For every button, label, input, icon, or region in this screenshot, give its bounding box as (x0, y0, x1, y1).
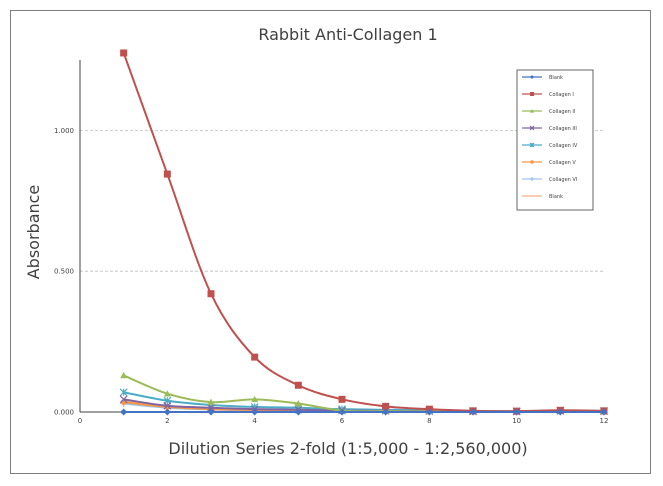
series-1 (120, 408, 608, 416)
legend-label: Collagen I (549, 92, 574, 98)
data-point (163, 401, 172, 410)
legend-label: Collagen IV (549, 143, 578, 149)
chart-title: Rabbit Anti-Collagen 1 (258, 25, 437, 44)
x-tick-label: 10 (512, 417, 521, 425)
data-point (163, 170, 171, 178)
legend-label: Blank (549, 194, 563, 200)
data-point (120, 408, 128, 416)
data-point (207, 290, 215, 298)
data-point (425, 408, 433, 416)
data-point (294, 408, 302, 416)
data-point (530, 177, 534, 181)
data-point (530, 92, 534, 96)
data-point (382, 408, 390, 416)
legend: Blank Collagen I Collagen II Collagen III Co… (516, 69, 594, 211)
x-tick-label: 4 (252, 417, 257, 425)
legend-item: Collagen II (522, 109, 575, 115)
legend-label: Blank (549, 75, 563, 81)
data-point (251, 395, 259, 403)
legend-item: Blank (522, 194, 563, 200)
legend-item: Collagen III (522, 125, 577, 132)
x-tick-label: 0 (78, 417, 82, 425)
data-point (251, 353, 259, 361)
legend-label: Collagen VI (549, 177, 577, 183)
y-tick-label: 1.000 (54, 127, 74, 135)
data-point (338, 408, 346, 416)
data-point (294, 381, 302, 389)
data-point (163, 390, 171, 397)
data-point (207, 398, 215, 405)
data-point (294, 400, 302, 407)
data-point (207, 408, 215, 416)
data-point (119, 395, 128, 404)
data-point (338, 395, 346, 403)
data-point (119, 388, 128, 397)
data-point (120, 371, 128, 379)
data-point (251, 408, 259, 416)
legend-item: Blank (522, 75, 563, 81)
legend-label: Collagen III (549, 126, 577, 132)
data-point (513, 408, 521, 416)
data-point (529, 125, 535, 131)
legend-item: Collagen V (522, 160, 576, 166)
y-tick-label: 0.000 (54, 409, 74, 417)
data-point (530, 109, 534, 113)
legend-item: Collagen IV (522, 142, 578, 149)
x-tick-label: 2 (165, 417, 169, 425)
data-point (163, 408, 171, 416)
data-point (556, 408, 564, 416)
series-layer (119, 49, 608, 416)
x-tick-label: 6 (340, 417, 345, 425)
data-point (469, 408, 477, 416)
data-point (529, 142, 535, 148)
data-point (600, 408, 608, 416)
legend-item: Collagen VI (522, 177, 577, 183)
legend-label: Collagen V (549, 160, 576, 166)
legend-box (516, 69, 594, 211)
y-tick-label: 0.500 (54, 268, 74, 276)
y-axis-title: Absorbance (24, 185, 43, 280)
data-point (207, 403, 215, 412)
data-point (120, 49, 128, 57)
legend-label: Collagen II (549, 109, 575, 115)
x-tick-label: 8 (427, 417, 431, 425)
x-tick-label: 12 (600, 417, 609, 425)
data-point (530, 160, 534, 164)
data-point (382, 402, 390, 410)
data-point (530, 75, 534, 79)
x-axis-title: Dilution Series 2-fold (1:5,000 - 1:2,56… (168, 439, 527, 458)
legend-item: Collagen I (522, 92, 574, 98)
